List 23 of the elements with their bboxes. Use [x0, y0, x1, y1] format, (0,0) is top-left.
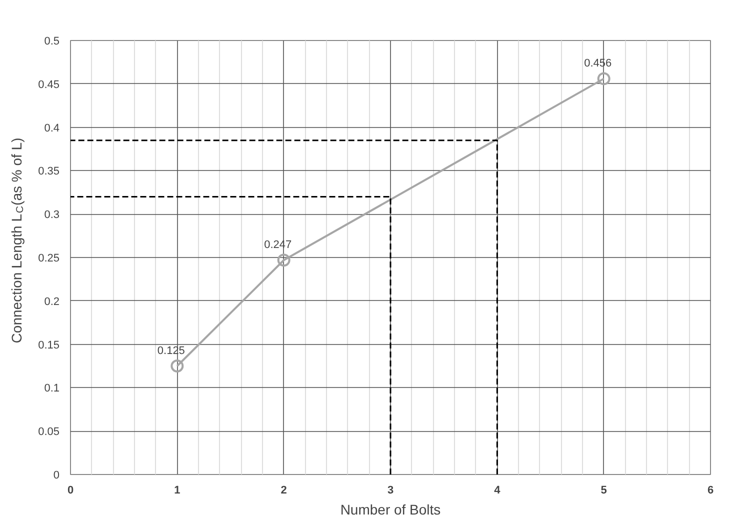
y-tick-label: 0.35 — [38, 166, 60, 178]
y-tick-label: 0 — [53, 470, 60, 482]
y-tick-label: 0.4 — [44, 122, 60, 134]
point — [597, 72, 610, 86]
x-tick-label: 1 — [174, 484, 180, 496]
x-axis-title: Number of Bolts — [340, 502, 441, 518]
y-tick-label: 0.25 — [38, 252, 60, 264]
x-tick-label: 2 — [280, 484, 287, 496]
x-tick-label: 3 — [387, 484, 394, 496]
y-tick-label: 0.05 — [38, 426, 60, 438]
x-tick-label: 5 — [600, 484, 607, 496]
point — [170, 360, 184, 372]
y-tick-label: 0.15 — [38, 339, 60, 352]
x-tick-label: 0 — [67, 484, 74, 496]
y-tick-label: 0.45 — [38, 78, 60, 91]
x-tick-label: 6 — [707, 484, 714, 496]
y-tick-label: 0.1 — [44, 382, 60, 395]
x-tick-label: 4 — [494, 484, 502, 496]
y-axis-title: Connection Length LC(as % of L) — [8, 138, 26, 344]
y-tick-label: 0.2 — [44, 296, 60, 308]
point — [277, 254, 290, 267]
y-tick-label: 0.3 — [44, 209, 60, 222]
y-tick-label: 0.5 — [44, 36, 60, 48]
